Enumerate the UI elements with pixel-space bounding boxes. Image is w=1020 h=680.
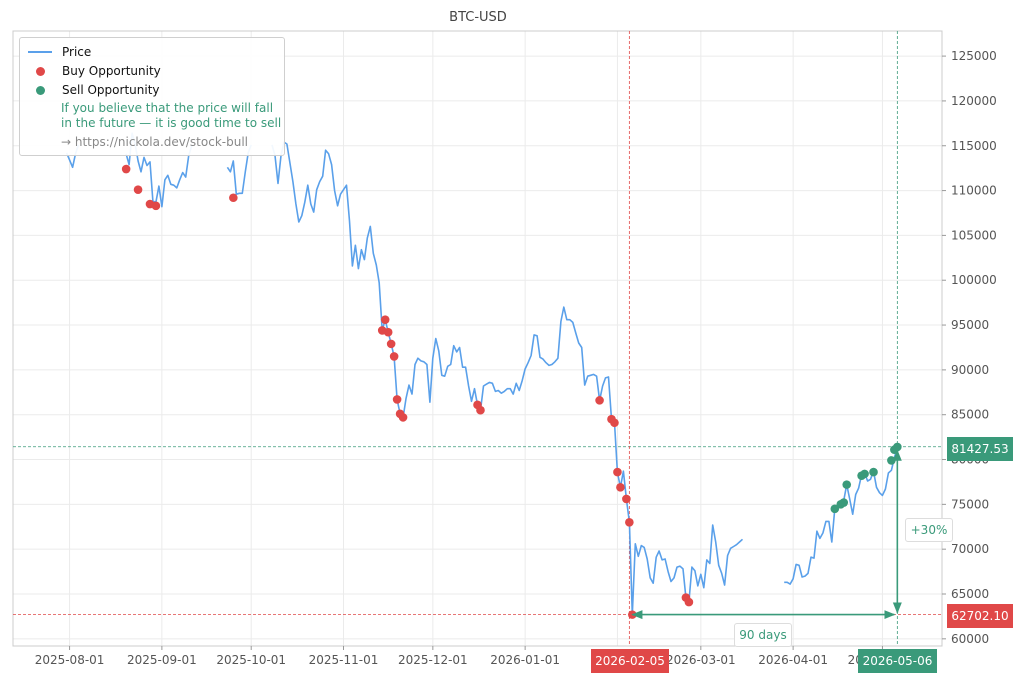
buy-point <box>476 405 485 415</box>
buy-point <box>610 418 619 428</box>
buy-point <box>622 494 631 504</box>
buy-point <box>121 164 131 174</box>
x-tick-label: 2026-01-01 <box>490 653 560 667</box>
sell-price-tag: 81427.53 <box>947 437 1013 461</box>
y-tick-label: 65000 <box>951 587 989 601</box>
legend: Price Buy Opportunity Sell Opportunity I… <box>19 37 285 156</box>
sell-point <box>860 469 869 479</box>
buy-price-tag: 62702.10 <box>947 604 1013 628</box>
sell-point <box>830 504 840 514</box>
buy-series <box>121 164 694 619</box>
legend-sell-label: Sell Opportunity <box>62 83 160 97</box>
gain-label: +30% <box>905 518 953 542</box>
legend-buy-label: Buy Opportunity <box>62 64 161 78</box>
y-tick-label: 70000 <box>951 542 989 556</box>
plot-frame <box>12 30 943 647</box>
sell-dot-swatch <box>36 85 45 95</box>
buy-point <box>398 413 408 422</box>
legend-note-line-2: in the future — it is good time to sell <box>61 116 282 130</box>
legend-price-label: Price <box>62 45 92 59</box>
x-tick-label: 2025-11-01 <box>309 653 379 667</box>
buy-point <box>383 327 393 337</box>
legend-note-line-1: If you believe that the price will fall <box>61 101 274 115</box>
x-axis: 2025-08-01 2025-09-01 2025-10-01 2025-11-01… <box>35 646 917 667</box>
buy-point <box>229 193 238 203</box>
y-tick-label: 110000 <box>951 184 997 198</box>
buy-point <box>616 483 625 492</box>
y-tick-label: 125000 <box>951 49 997 63</box>
buy-date-tag: 2026-02-05 <box>591 649 669 673</box>
legend-buy: Buy Opportunity <box>28 63 161 79</box>
buy-point <box>380 315 390 324</box>
x-tick-label: 2025-09-01 <box>127 653 197 667</box>
buy-point <box>151 201 161 211</box>
price-line-segment <box>226 144 252 195</box>
buy-point <box>595 396 604 405</box>
y-tick-label: 60000 <box>951 632 989 646</box>
legend-sell: Sell Opportunity <box>28 82 160 98</box>
y-tick-label: 75000 <box>951 497 989 511</box>
sell-point <box>887 456 896 465</box>
buy-point <box>684 597 694 607</box>
buy-point <box>613 467 622 477</box>
y-tick-label: 100000 <box>951 273 997 287</box>
buy-point <box>625 517 634 527</box>
sell-point <box>839 498 849 507</box>
buy-point <box>392 395 402 404</box>
y-tick-label: 115000 <box>951 139 997 153</box>
sell-date-tag: 2026-05-06 <box>858 649 937 673</box>
sell-point <box>842 480 852 489</box>
price-series <box>65 132 899 616</box>
y-tick-label: 90000 <box>951 363 989 377</box>
price-line-segment <box>784 446 899 585</box>
x-tick-label: 2025-08-01 <box>35 653 105 667</box>
chart-title: BTC-USD <box>449 10 507 25</box>
duration-label: 90 days <box>734 623 792 647</box>
y-tick-label: 85000 <box>951 408 989 422</box>
price-line-swatch <box>28 51 52 53</box>
legend-link[interactable]: → https://nickola.dev/stock-bull <box>61 135 248 149</box>
y-tick-label: 95000 <box>951 318 989 332</box>
sell-point <box>869 467 878 477</box>
x-tick-label: 2026-03-01 <box>666 653 736 667</box>
y-tick-label: 120000 <box>951 94 997 108</box>
buy-point <box>389 352 399 361</box>
sell-point <box>893 442 902 452</box>
y-tick-label: 105000 <box>951 228 997 242</box>
legend-price: Price <box>28 44 91 60</box>
x-tick-label: 2025-12-01 <box>398 653 468 667</box>
buy-point <box>133 185 143 194</box>
buy-dot-swatch <box>36 66 45 76</box>
x-tick-label: 2026-04-01 <box>758 653 828 667</box>
y-axis: 6000065000700007500080000850009000095000… <box>942 49 997 646</box>
range-arrows <box>631 449 902 620</box>
price-line-segment <box>271 141 744 616</box>
x-tick-label: 2025-10-01 <box>216 653 286 667</box>
buy-point <box>386 339 396 349</box>
